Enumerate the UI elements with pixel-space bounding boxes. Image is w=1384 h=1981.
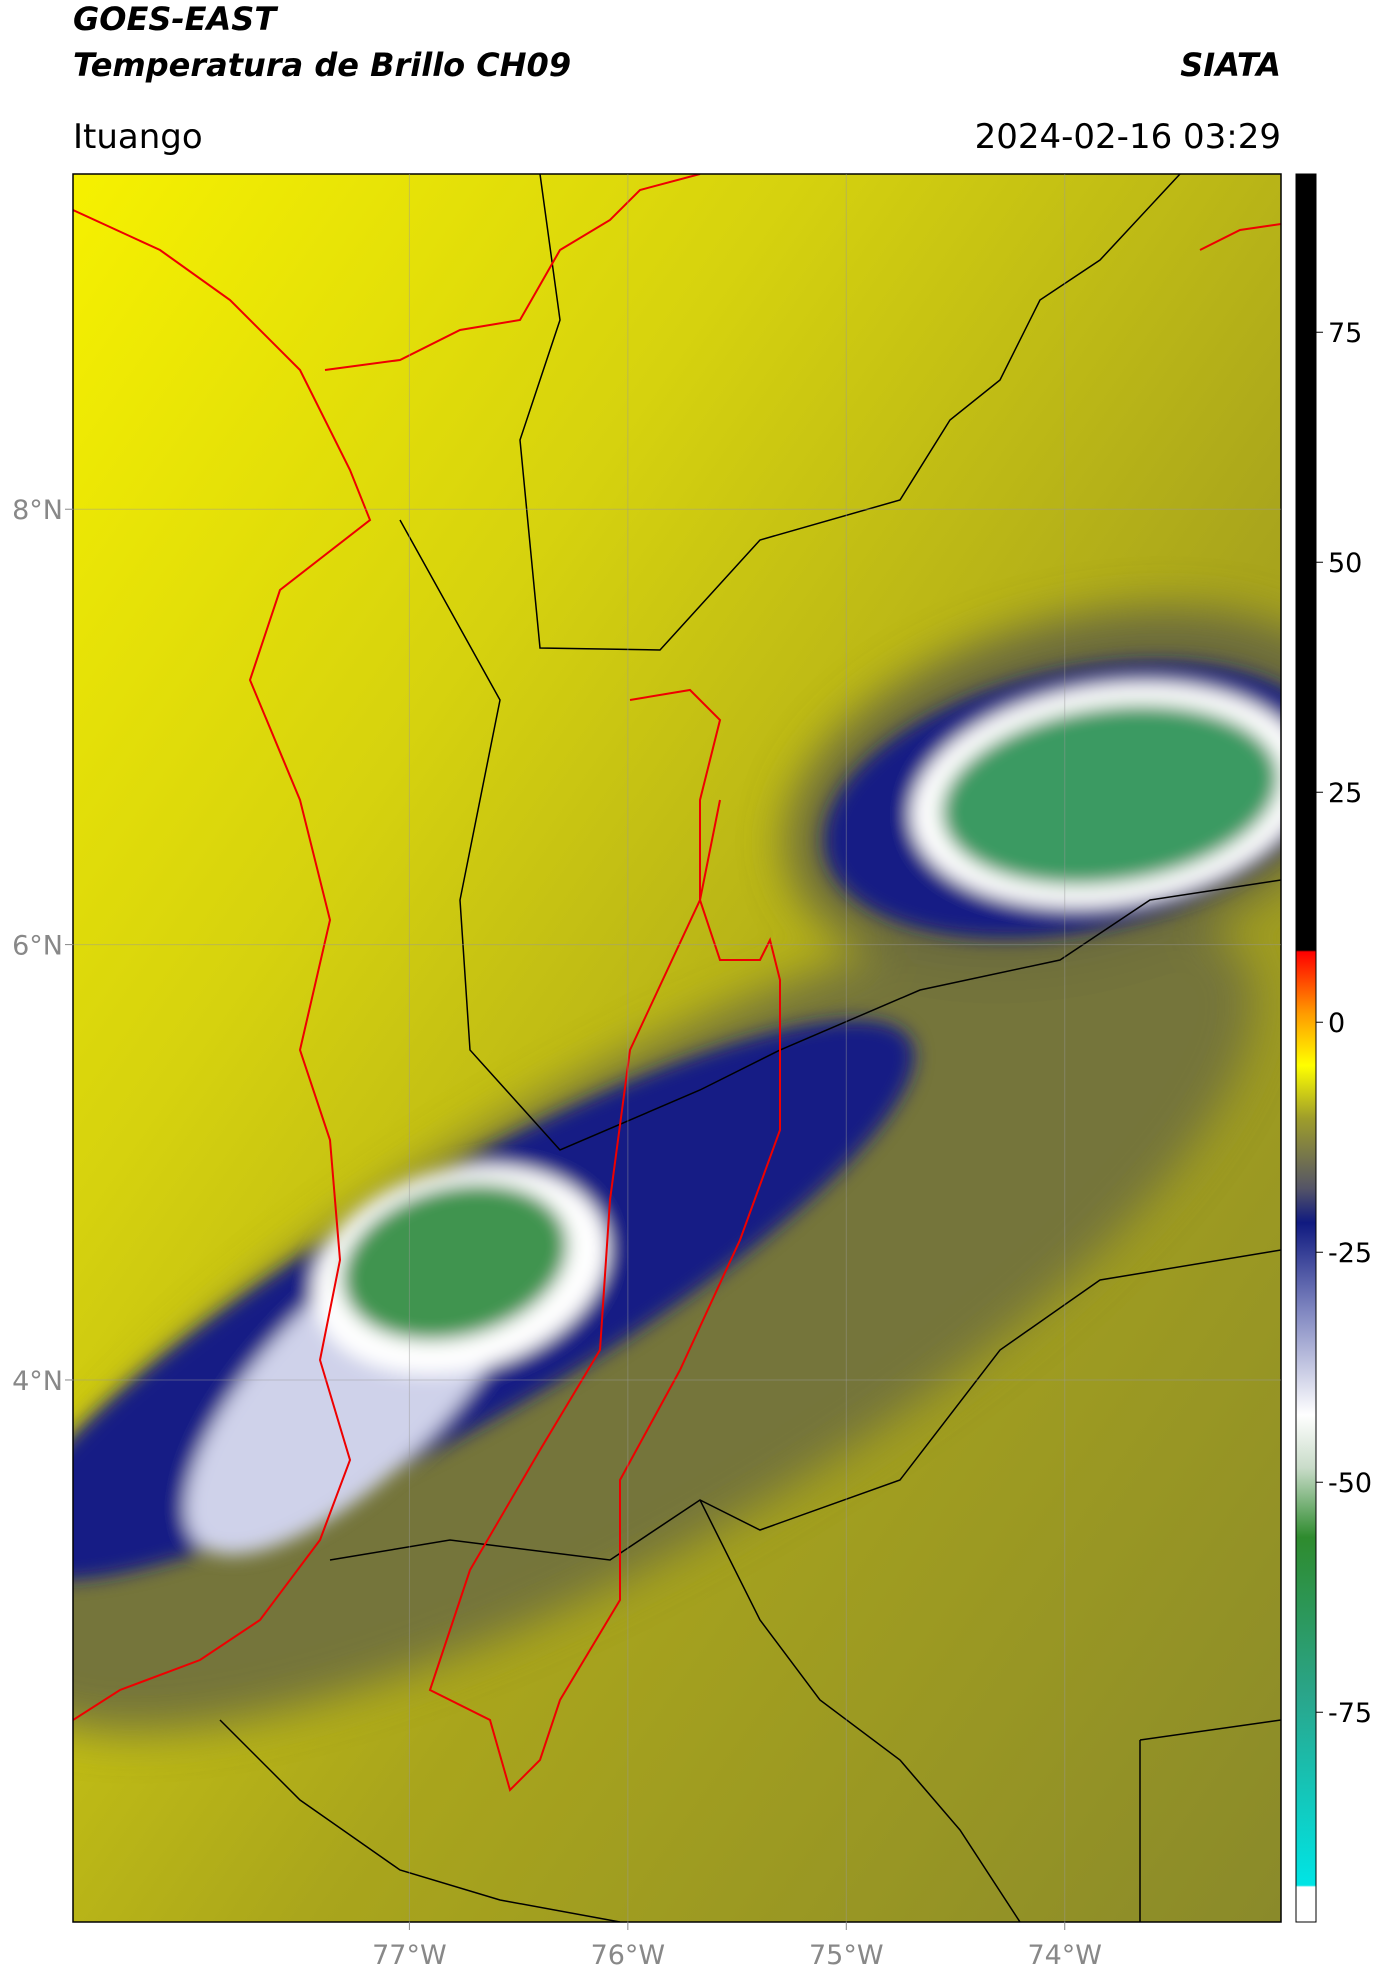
colorbar-label: 50 (1328, 548, 1362, 579)
x-tick-label: 76°W (591, 1940, 666, 1971)
y-tick-label: 4°N (12, 1366, 63, 1397)
colorbar-label: 75 (1328, 318, 1362, 349)
x-tick-label: 74°W (1027, 1940, 1102, 1971)
y-tick-label: 8°N (12, 495, 63, 526)
datetime: 2024-02-16 03:29 (975, 117, 1281, 157)
location: Ituango (73, 117, 203, 157)
subtitle: Temperatura de Brillo CH09 (73, 46, 571, 84)
x-tick-label: 75°W (809, 1940, 884, 1971)
colorbar-label: -75 (1328, 1698, 1372, 1729)
colorbar (1295, 173, 1317, 1923)
y-tick-label: 6°N (12, 931, 63, 962)
map-field (73, 174, 1281, 1922)
colorbar-label: -25 (1328, 1238, 1372, 1269)
title: GOES-EAST (73, 0, 278, 38)
colorbar-label: -50 (1328, 1468, 1372, 1499)
source: SIATA (1180, 46, 1281, 84)
map-frame (72, 173, 1282, 1923)
x-tick-label: 77°W (372, 1940, 447, 1971)
colorbar-label: 25 (1328, 778, 1362, 809)
colorbar-label: 0 (1328, 1008, 1345, 1039)
